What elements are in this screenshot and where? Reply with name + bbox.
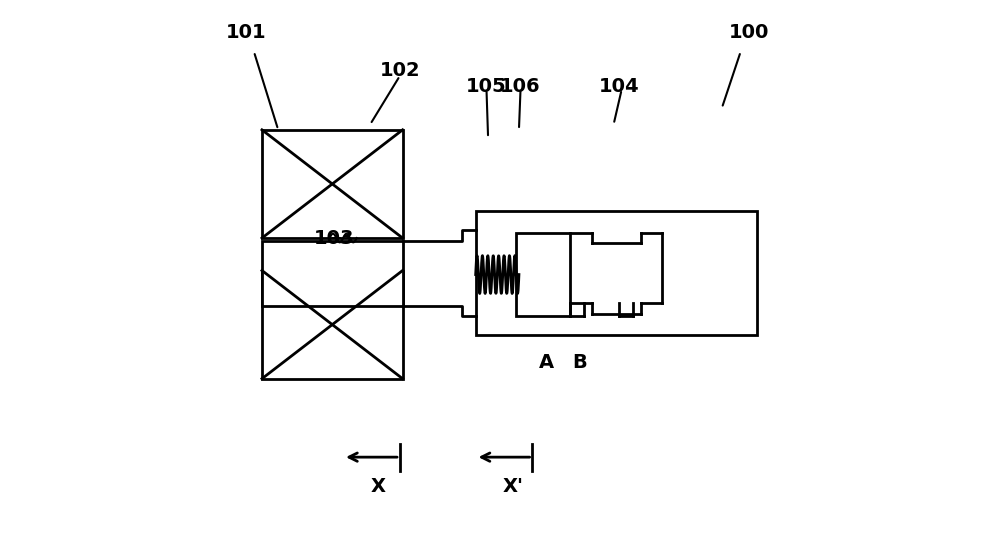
Bar [262, 241, 403, 306]
Text: B: B [573, 353, 587, 372]
Text: 105: 105 [466, 77, 507, 96]
Bar [516, 233, 570, 316]
Text: X: X [371, 477, 386, 497]
Text: 101: 101 [225, 23, 266, 42]
Text: 100: 100 [729, 23, 769, 42]
Text: A: A [538, 353, 554, 372]
Text: X': X' [503, 477, 524, 497]
Text: 103: 103 [313, 228, 354, 248]
Text: 104: 104 [599, 77, 639, 96]
Bar [476, 211, 757, 335]
Text: 106: 106 [500, 77, 541, 96]
Bar [262, 130, 403, 238]
Text: 102: 102 [380, 61, 420, 80]
Bar [262, 270, 403, 379]
